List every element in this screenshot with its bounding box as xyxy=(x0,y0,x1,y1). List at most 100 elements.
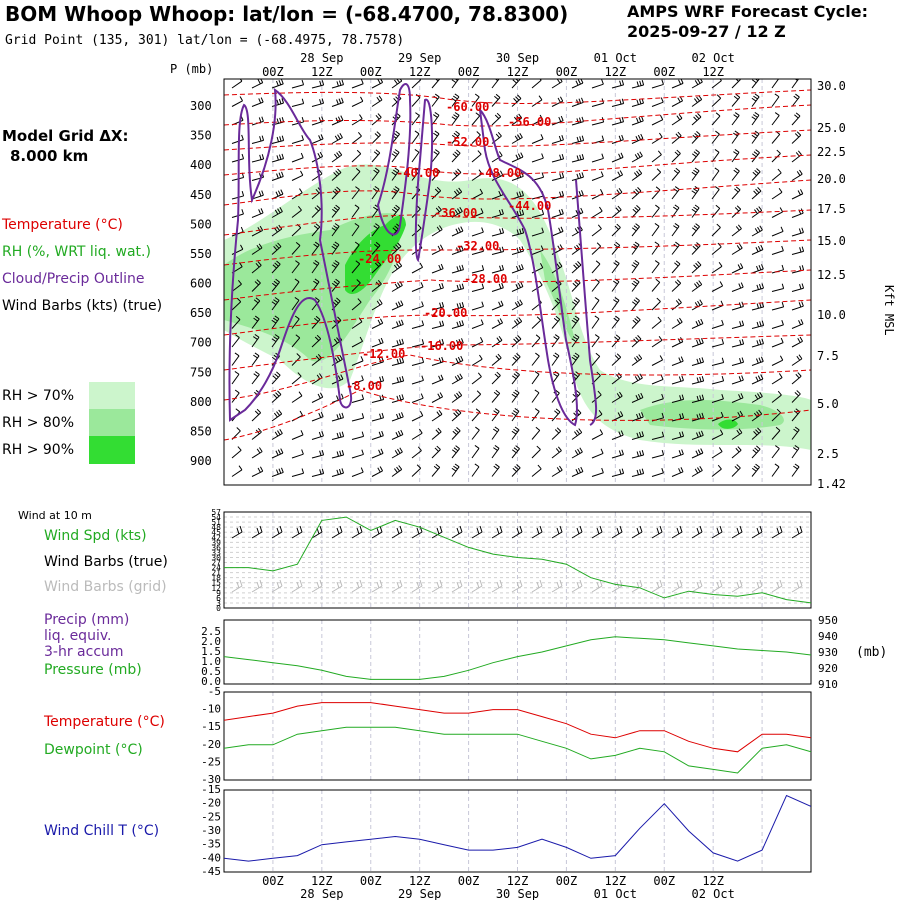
chill-tick-label: -15 xyxy=(201,783,221,796)
wind-barb xyxy=(471,372,482,385)
bottom-hour-label: 12Z xyxy=(702,874,724,888)
wind-barb xyxy=(411,393,424,403)
wind-barb xyxy=(231,279,242,292)
wind-barb xyxy=(791,227,804,237)
wind-barb xyxy=(291,315,300,329)
top-hour-label: 00Z xyxy=(653,65,675,79)
true-wind-barb xyxy=(551,525,563,539)
isotherm-label: -32.00 xyxy=(456,239,499,253)
wind-barb xyxy=(391,394,404,403)
mb-axis-label: (mb) xyxy=(856,645,887,660)
wind-barb xyxy=(431,338,445,348)
wind-barb xyxy=(631,260,640,274)
wind-barb xyxy=(791,79,800,89)
wind-barb xyxy=(371,357,384,366)
wind-barb xyxy=(451,93,460,107)
wind-barb xyxy=(431,320,445,329)
wind-barb xyxy=(571,172,584,181)
wind-barb xyxy=(471,445,480,459)
grid-wind-barb xyxy=(812,580,822,592)
grid-wind-barb xyxy=(571,579,583,593)
wind-barb xyxy=(431,149,440,163)
wind-barb xyxy=(651,260,660,274)
height-tick-label: 17.5 xyxy=(817,202,846,216)
wind-barb xyxy=(711,186,720,200)
isotherm-line xyxy=(224,269,811,301)
wind-barb xyxy=(571,466,584,477)
wind-barb xyxy=(731,79,741,89)
isotherms xyxy=(224,89,811,441)
wind-barb xyxy=(591,315,600,329)
wind-barb xyxy=(791,372,802,385)
top-hour-label: 00Z xyxy=(360,65,382,79)
wind-barb xyxy=(371,167,380,181)
wind-barb xyxy=(371,318,384,329)
wind-barb xyxy=(771,355,784,366)
wind-barb xyxy=(411,375,424,385)
wind-barb xyxy=(631,450,645,459)
wind-barb xyxy=(711,79,722,89)
wind-barb xyxy=(331,278,340,292)
wind-barb xyxy=(311,205,321,218)
wind-barb xyxy=(731,339,745,348)
chill-panel-frame xyxy=(223,789,812,873)
wind-barb xyxy=(611,134,624,144)
wind-barb xyxy=(471,131,481,144)
wind-barb xyxy=(511,299,523,311)
wind-barb xyxy=(651,297,661,311)
wind-barb xyxy=(511,79,521,89)
pressure-tick-label: 700 xyxy=(190,336,212,350)
wind-barb xyxy=(291,98,305,107)
wind-barb xyxy=(631,278,640,292)
wind-barb xyxy=(311,468,325,477)
wind-barb xyxy=(751,112,760,126)
wind-barb xyxy=(251,154,265,163)
wind-barb xyxy=(431,93,440,107)
wind-barb xyxy=(691,430,704,440)
wind-barb xyxy=(771,301,785,311)
wind-barb xyxy=(491,112,502,126)
wind-barb xyxy=(551,427,562,440)
wind-barb xyxy=(331,79,345,89)
wind-barb xyxy=(471,227,484,237)
wind-barb xyxy=(571,428,583,440)
wind-barb xyxy=(771,408,782,422)
wind-barb xyxy=(771,426,781,440)
wind-barb xyxy=(671,375,684,385)
pressure-tick-label-right: 950 xyxy=(818,614,838,627)
wind-barb xyxy=(371,448,384,459)
isotherm-label: -24.00 xyxy=(358,252,401,266)
wind-barb xyxy=(291,297,300,311)
temp-tick-label: -20 xyxy=(201,738,221,751)
grid-wind-barb xyxy=(631,579,643,593)
wind-barb xyxy=(631,316,641,329)
true-wind-barb xyxy=(671,525,683,539)
wind-tick-label: 27 xyxy=(211,559,221,568)
wind-barb xyxy=(691,465,703,477)
wind-barb xyxy=(351,114,363,126)
wind-barb xyxy=(731,320,745,329)
wind-barb xyxy=(731,224,742,237)
grid-wind-barb xyxy=(731,579,743,593)
wind-barb xyxy=(651,468,664,477)
wind-barb xyxy=(711,94,722,107)
wind-barb xyxy=(511,152,524,163)
wind-barb xyxy=(751,225,763,237)
forecast-cycle-value: 2025-09-27 / 12 Z xyxy=(627,22,786,41)
wind-barb xyxy=(691,95,703,107)
wind-barb xyxy=(271,428,283,440)
pressure-tick-label: 900 xyxy=(190,454,212,468)
wind-barb xyxy=(371,241,381,255)
wind-barb xyxy=(551,190,565,200)
wind-barb xyxy=(291,334,301,348)
legend-temperature: Temperature (°C) xyxy=(2,217,123,233)
wind-barbs-grid-label: Wind Barbs (grid) xyxy=(44,579,167,595)
wind-barb xyxy=(631,431,644,440)
wind-tick-label: 0 xyxy=(216,604,221,613)
grid-wind-barb xyxy=(231,579,243,593)
wind-barb xyxy=(791,336,803,348)
wind-barb xyxy=(551,465,563,477)
wind-barb xyxy=(531,426,541,440)
wind-barb xyxy=(311,431,324,440)
grid-wind-barb xyxy=(651,579,663,593)
